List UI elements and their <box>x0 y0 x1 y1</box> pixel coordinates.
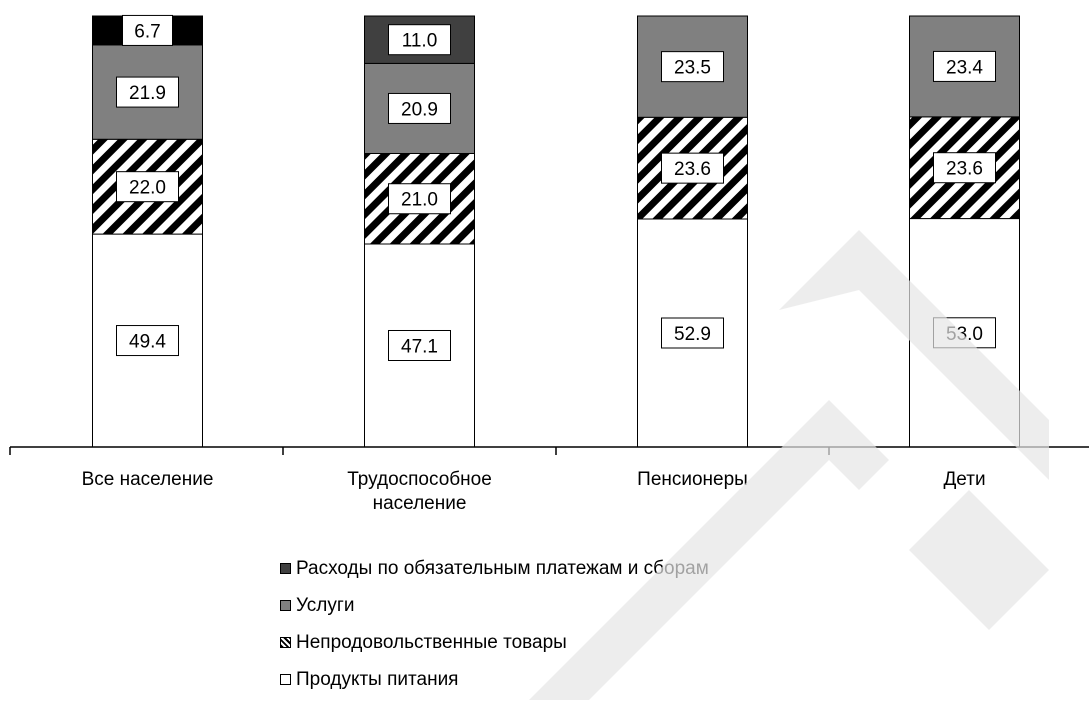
legend-swatch-hatch <box>280 637 291 648</box>
value-label: 23.6 <box>946 159 983 180</box>
legend-label: Продукты питания <box>296 668 459 690</box>
x-tick-label: Дети <box>943 469 985 490</box>
value-label: 6.7 <box>134 21 160 42</box>
value-label-box <box>116 76 179 108</box>
value-label: 23.6 <box>674 159 711 180</box>
legend-swatch-grey <box>280 600 291 611</box>
legend-swatch-white <box>280 674 291 685</box>
value-label: 21.0 <box>401 190 438 211</box>
legend-label: Непродовольственные товары <box>296 631 567 653</box>
value-label: 20.9 <box>401 99 438 120</box>
legend: Расходы по обязательным платежам и сбора… <box>280 550 709 698</box>
value-label: 22.0 <box>129 178 166 199</box>
value-label-box <box>116 325 179 357</box>
value-label-box <box>661 317 724 349</box>
value-label: 23.4 <box>946 57 983 78</box>
value-label-box <box>388 24 451 56</box>
bars-group <box>92 15 1020 448</box>
legend-item-food: Продукты питания <box>280 661 709 698</box>
value-label: 23.5 <box>674 58 711 79</box>
x-tick-label: Пенсионеры <box>637 469 748 490</box>
value-label: 47.1 <box>401 336 438 357</box>
value-label: 49.4 <box>129 332 166 353</box>
x-tick-label: Все население <box>82 469 214 490</box>
value-label-box <box>933 152 996 184</box>
x-axis: Все население Трудоспособное население Пенс… <box>9 446 1089 514</box>
x-tick-label: население <box>373 493 467 514</box>
value-label-box <box>388 329 451 361</box>
legend-item-non-food: Непродовольственные товары <box>280 624 709 661</box>
value-label-box <box>933 50 996 82</box>
value-label: 53.0 <box>946 324 983 345</box>
value-label-box <box>388 92 451 124</box>
legend-swatch-dark <box>280 563 291 574</box>
value-label-box <box>116 171 179 203</box>
bar-segment-mandatory <box>364 15 475 64</box>
value-label: 52.9 <box>674 324 711 345</box>
bar-segment-services <box>909 15 1020 118</box>
value-label-box <box>661 152 724 184</box>
stacked-bar-chart: 49.4 22.0 21.9 6.7 47.1 21.0 20.9 11.0 52.9 23.6 2… <box>9 14 1089 514</box>
value-labels-group: 49.4 22.0 21.9 6.7 47.1 21.0 20.9 11.0 52.9 23.6 2… <box>116 14 996 361</box>
value-label: 21.9 <box>129 83 166 104</box>
legend-label: Расходы по обязательным платежам и сбора… <box>296 557 709 579</box>
value-label-box <box>661 51 724 83</box>
value-label-box <box>122 14 173 46</box>
legend-label: Услуги <box>296 594 355 616</box>
legend-item-mandatory-payments: Расходы по обязательным платежам и сбора… <box>280 550 709 587</box>
value-label-box <box>388 183 451 215</box>
x-tick-label: Трудоспособное <box>347 469 492 490</box>
value-label: 11.0 <box>402 31 438 52</box>
legend-item-services: Услуги <box>280 587 709 624</box>
